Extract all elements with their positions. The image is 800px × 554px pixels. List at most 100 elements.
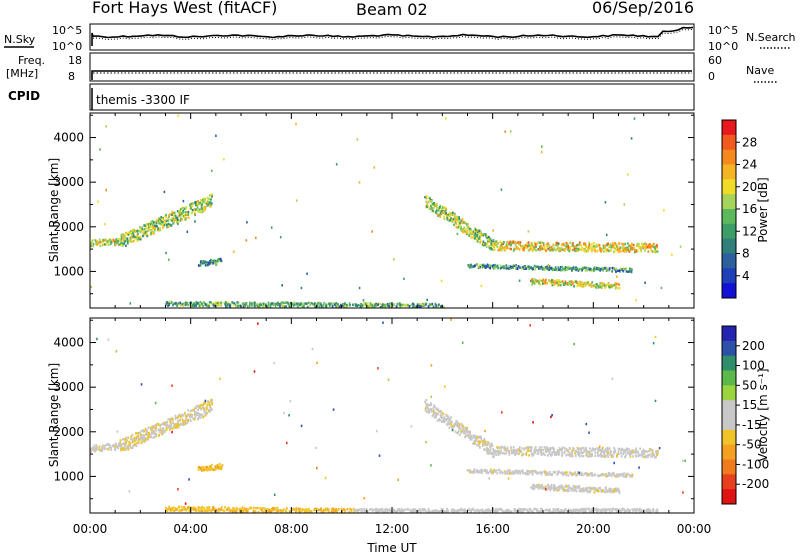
data-cell (479, 440, 482, 444)
data-cell (441, 419, 444, 422)
data-cell (155, 434, 157, 438)
data-cell (440, 305, 442, 308)
data-cell (462, 231, 464, 234)
data-cell (176, 424, 178, 427)
data-cell (600, 284, 603, 288)
data-cell (621, 508, 624, 511)
data-cell (242, 510, 244, 513)
data-cell (150, 428, 152, 432)
data-cell (571, 248, 574, 252)
data-cell (155, 432, 158, 436)
data-cell (569, 454, 572, 458)
data-cell (625, 474, 628, 477)
data-cell (546, 282, 548, 285)
data-cell (553, 453, 556, 456)
data-cell (306, 305, 309, 309)
data-cell (146, 429, 148, 432)
data-cell (570, 283, 573, 287)
data-cell (491, 444, 494, 448)
data-cell (568, 246, 570, 249)
data-cell (451, 428, 454, 432)
y-tick-label: 3000 (53, 380, 84, 394)
data-cell (425, 398, 428, 402)
data-cell (609, 453, 612, 456)
data-cell (522, 510, 525, 513)
data-cell (147, 223, 150, 226)
data-cell (363, 302, 366, 306)
data-cell (120, 447, 122, 451)
data-cell (445, 212, 447, 215)
data-cell (442, 305, 444, 309)
data-cell (185, 217, 188, 220)
data-cell (313, 303, 316, 306)
data-cell (120, 236, 123, 240)
data-cell (457, 431, 459, 435)
data-cell (194, 507, 197, 510)
data-cell (500, 247, 502, 251)
data-cell (623, 475, 625, 478)
data-cell (346, 303, 348, 307)
data-cell (582, 285, 585, 288)
data-cell (651, 451, 654, 454)
nsky-line (91, 26, 694, 46)
data-cell (485, 245, 488, 248)
data-cell (172, 214, 175, 217)
data-cell (615, 243, 618, 246)
data-cell (209, 400, 212, 403)
data-cell (562, 473, 564, 477)
data-cell (140, 441, 143, 444)
data-cell (539, 450, 542, 453)
data-cell (361, 304, 364, 307)
data-cell (544, 509, 547, 512)
data-cell (460, 229, 463, 233)
data-cell (174, 417, 177, 420)
data-cell (134, 443, 136, 446)
data-cell (132, 444, 135, 448)
data-cell (160, 216, 163, 219)
data-cell (335, 508, 338, 512)
data-cell (257, 510, 260, 514)
data-cell (589, 267, 592, 271)
data-cell (589, 455, 592, 458)
data-cell (610, 243, 612, 246)
data-cell (193, 508, 196, 512)
data-cell (107, 443, 109, 446)
data-cell (192, 508, 195, 511)
data-cell (507, 243, 510, 247)
data-cell (476, 508, 479, 512)
data-cell (440, 212, 442, 215)
data-cell (485, 449, 488, 452)
data-cell (475, 509, 478, 512)
data-cell (459, 509, 462, 512)
data-cell (110, 240, 113, 244)
data-cell (327, 510, 330, 513)
data-cell (575, 450, 578, 453)
data-cell (201, 262, 204, 265)
x-tick-label: 00:00 (677, 522, 712, 536)
data-cell (585, 489, 588, 492)
data-cell (515, 450, 518, 453)
data-cell (221, 464, 224, 467)
data-cell (434, 510, 437, 513)
data-cell (545, 488, 548, 491)
data-cell (544, 470, 546, 473)
data-cell (360, 507, 363, 511)
data-cell (555, 282, 557, 285)
data-cell (176, 507, 179, 511)
data-cell (525, 244, 527, 247)
data-cell (360, 303, 363, 306)
data-cell (644, 242, 646, 245)
data-cell (189, 419, 192, 422)
data-cell (495, 240, 498, 243)
data-cell (139, 230, 142, 234)
data-cell (641, 455, 644, 458)
data-cell (561, 451, 563, 454)
y-tick-label: 1000 (53, 264, 84, 278)
data-cell (170, 423, 173, 426)
data-cell (481, 471, 483, 474)
data-cell (105, 242, 108, 245)
data-cell (466, 430, 469, 433)
data-cell (535, 485, 538, 489)
data-cell (615, 282, 618, 286)
data-cell (447, 421, 450, 424)
